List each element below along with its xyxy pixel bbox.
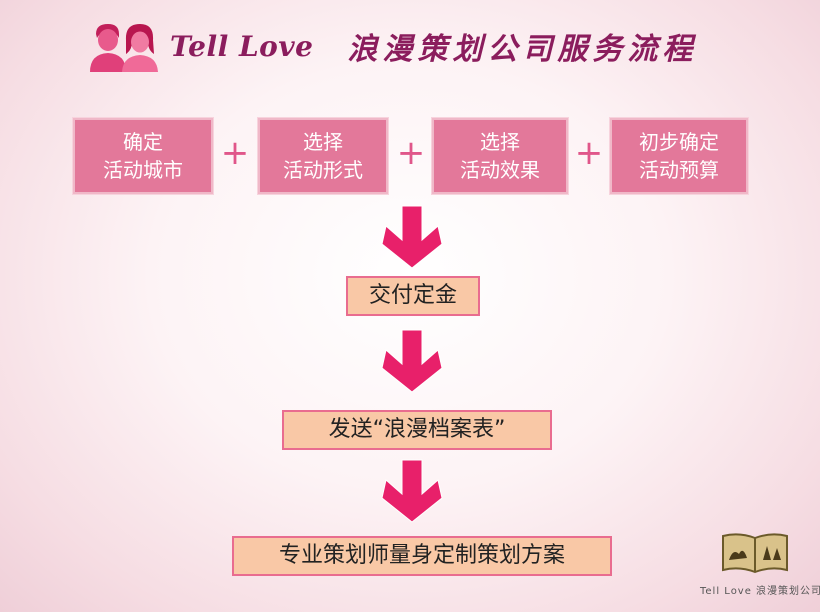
plus-sign: + xyxy=(220,133,250,173)
step-city-line2: 活动城市 xyxy=(103,158,183,182)
step-budget-line2: 活动预算 xyxy=(639,158,719,182)
couple-icon xyxy=(90,24,158,72)
page-title: 浪漫策划公司服务流程 xyxy=(347,32,698,67)
brand-name: Tell Love xyxy=(170,29,314,63)
step-city: 确定 活动城市 xyxy=(73,118,213,194)
plus-sign: + xyxy=(396,133,426,173)
step-budget-line1: 初步确定 xyxy=(639,130,719,154)
step-budget: 初步确定 活动预算 xyxy=(610,118,748,194)
step-effect-line1: 选择 xyxy=(480,130,520,154)
down-arrow-icon xyxy=(381,329,443,393)
step-form: 选择 活动形式 xyxy=(258,118,388,194)
step-effect: 选择 活动效果 xyxy=(432,118,568,194)
company-logo: Tell Love 浪漫策划公司 xyxy=(700,530,820,597)
down-arrow-icon xyxy=(381,459,443,523)
down-arrow-icon xyxy=(381,205,443,269)
step-city-line1: 确定 xyxy=(123,130,163,154)
header: Tell Love 浪漫策划公司服务流程 xyxy=(88,18,697,74)
step-form-line1: 选择 xyxy=(303,130,343,154)
step-effect-line2: 活动效果 xyxy=(460,158,540,182)
flow-box-deposit: 交付定金 xyxy=(346,276,480,316)
book-logo-icon xyxy=(722,533,788,574)
plus-sign: + xyxy=(574,133,604,173)
flow-box-romance-form: 发送“浪漫档案表” xyxy=(282,410,552,450)
company-logo-text: Tell Love 浪漫策划公司 xyxy=(700,586,820,597)
flow-box-custom-plan: 专业策划师量身定制策划方案 xyxy=(232,536,612,576)
step-form-line2: 活动形式 xyxy=(283,158,363,182)
